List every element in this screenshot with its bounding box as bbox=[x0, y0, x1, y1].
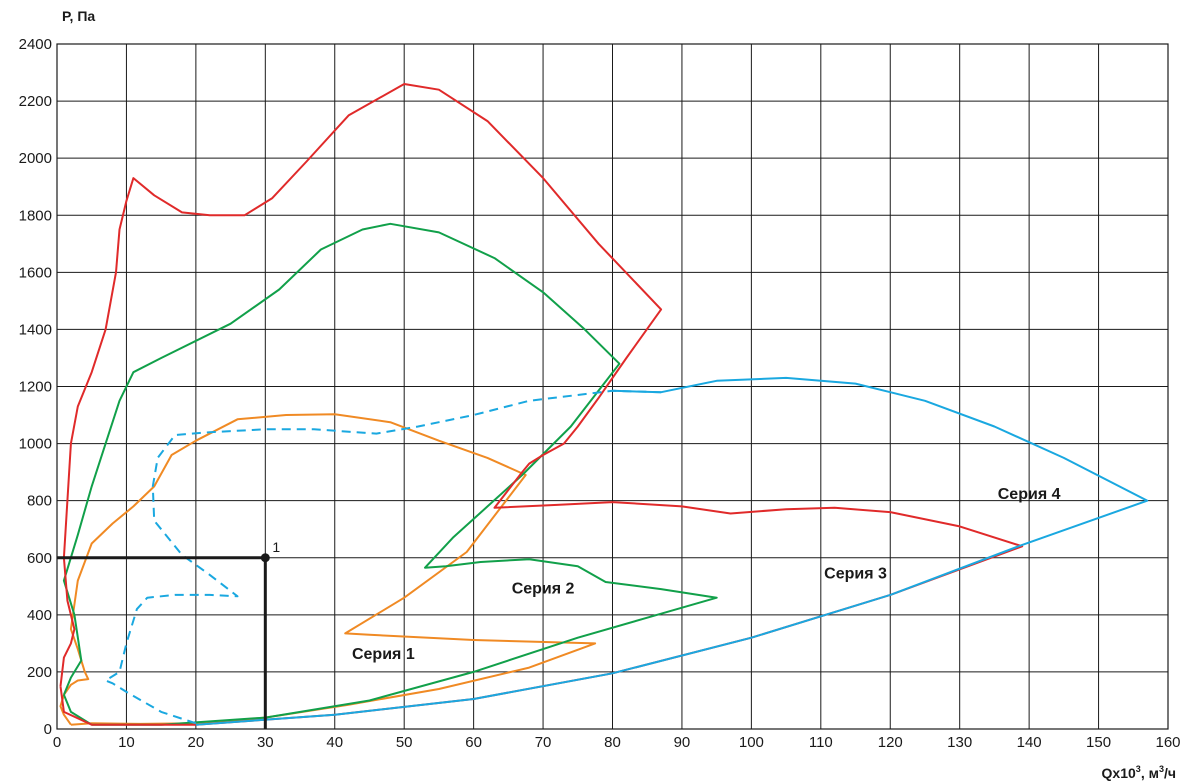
tick-labels: 0 10 20 30 40 50 60 70 80 90 100 110 120 130 140 150 160… bbox=[19, 36, 1181, 751]
x-tick-label: 90 bbox=[674, 734, 691, 751]
x-tick-label: 100 bbox=[739, 734, 764, 751]
operating-point-label: 1 bbox=[272, 539, 280, 555]
x-tick-label: 50 bbox=[396, 734, 413, 751]
x-tick-label: 30 bbox=[257, 734, 274, 751]
x-tick-label: 160 bbox=[1155, 734, 1180, 751]
y-tick-label: 200 bbox=[27, 664, 52, 681]
y-tick-label: 0 bbox=[44, 721, 52, 738]
x-tick-label: 150 bbox=[1086, 734, 1111, 751]
y-tick-label: 400 bbox=[27, 607, 52, 624]
operating-lines bbox=[57, 556, 267, 729]
x-tick-label: 40 bbox=[326, 734, 343, 751]
operating-point bbox=[260, 553, 270, 563]
series-group bbox=[59, 83, 1149, 726]
plot-frame bbox=[56, 43, 1169, 730]
series-label-3: Серия 3 bbox=[824, 565, 887, 582]
series-line-3 bbox=[59, 83, 1024, 726]
x-tick-label: 110 bbox=[809, 734, 833, 751]
x-axis-label: Qx103, м3/ч bbox=[1102, 764, 1176, 781]
y-tick-label: 2200 bbox=[19, 93, 52, 110]
series-line-4 bbox=[104, 389, 662, 725]
grid bbox=[56, 43, 1169, 730]
x-tick-label: 120 bbox=[878, 734, 903, 751]
series-label-2: Серия 2 bbox=[512, 580, 575, 597]
series-line-5 bbox=[195, 376, 1149, 726]
x-tick-label: 20 bbox=[188, 734, 205, 751]
x-tick-label: 10 bbox=[118, 734, 135, 751]
y-axis-label: P, Па bbox=[62, 8, 95, 24]
x-tick-label: 140 bbox=[1017, 734, 1042, 751]
y-tick-label: 1600 bbox=[19, 264, 52, 281]
x-tick-label: 80 bbox=[604, 734, 621, 751]
x-tick-label: 60 bbox=[465, 734, 482, 751]
series-line-1 bbox=[59, 413, 597, 726]
y-tick-label: 1200 bbox=[19, 379, 52, 396]
series-label-4: Серия 4 bbox=[998, 486, 1061, 503]
x-tick-label: 70 bbox=[535, 734, 552, 751]
y-tick-label: 1400 bbox=[19, 321, 52, 338]
y-tick-label: 600 bbox=[27, 550, 52, 567]
y-tick-label: 1800 bbox=[19, 207, 52, 224]
y-tick-label: 2000 bbox=[19, 150, 52, 167]
x-tick-label: 0 bbox=[53, 734, 61, 751]
series-labels: Серия 1 Серия 2 Серия 3 Серия 4 bbox=[352, 486, 1061, 663]
operating-marks: 1 bbox=[57, 539, 280, 729]
series-label-1: Серия 1 bbox=[352, 646, 415, 663]
y-tick-label: 2400 bbox=[19, 36, 52, 53]
y-tick-label: 1000 bbox=[19, 436, 52, 453]
series-line-2 bbox=[62, 222, 718, 726]
x-tick-label: 130 bbox=[947, 734, 972, 751]
y-tick-label: 800 bbox=[27, 493, 52, 510]
